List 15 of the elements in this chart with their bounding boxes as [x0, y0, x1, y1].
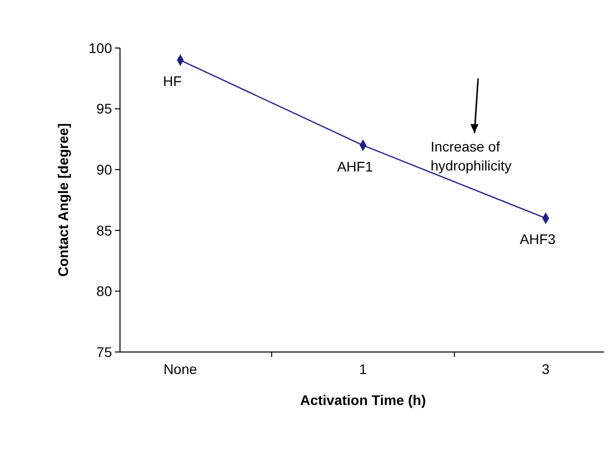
y-tick-label: 85: [96, 222, 112, 238]
x-tick-label: 3: [542, 361, 550, 377]
x-tick-label: None: [164, 361, 198, 377]
y-tick-label: 90: [96, 162, 112, 178]
y-tick-label: 75: [96, 344, 112, 360]
y-tick-label: 95: [96, 100, 112, 117]
y-tick-label: 80: [96, 283, 112, 300]
annotation: HF: [162, 73, 182, 90]
y-axis-title: Contact Angle [degree]: [55, 123, 71, 277]
annotation: Increase of hydrophilicity: [430, 138, 512, 174]
annotation: AHF1: [337, 158, 374, 174]
x-tick-label: 1: [359, 361, 368, 377]
x-axis-title: Activation Time (h): [300, 392, 426, 408]
annotation: AHF3: [520, 231, 556, 248]
y-tick-label: 100: [88, 40, 112, 56]
